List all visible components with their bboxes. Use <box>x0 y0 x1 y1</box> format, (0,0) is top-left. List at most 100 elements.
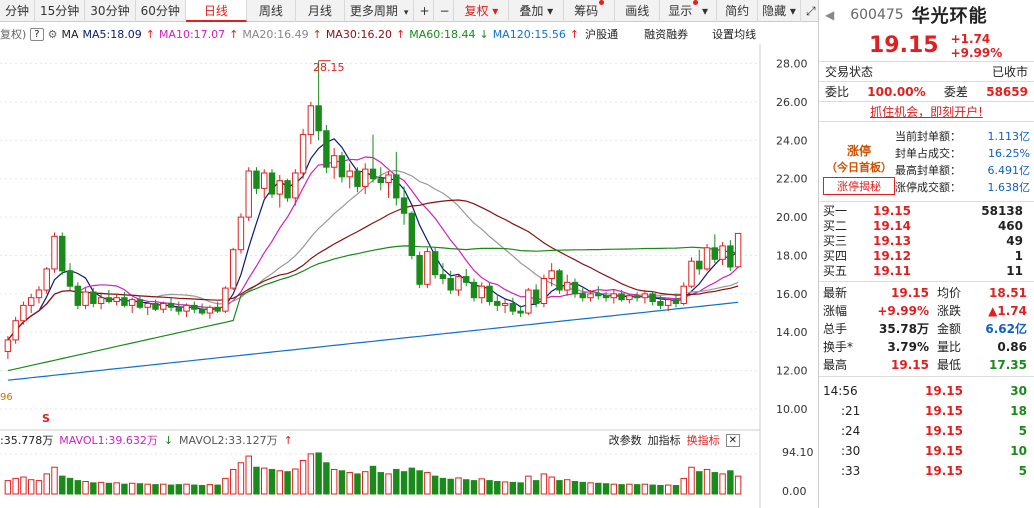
candle-body <box>261 172 268 189</box>
chips-button[interactable]: 筹码 <box>564 0 616 22</box>
candle-body <box>703 247 711 270</box>
volume-bar <box>160 483 167 495</box>
expand-icon[interactable]: ⤢ <box>805 3 816 18</box>
candle-body <box>385 174 392 184</box>
ma-settings-dropdown[interactable]: 设置均线 ▾ <box>712 26 760 42</box>
overlay-dropdown[interactable]: 叠加 ▾ <box>509 0 565 22</box>
zoom-in-button[interactable]: + <box>414 0 435 22</box>
tab-weekly[interactable]: 周线 <box>247 0 296 22</box>
candle-body <box>463 276 470 283</box>
candle-body <box>4 339 12 352</box>
limit-item-value: 16.25% <box>988 147 1030 160</box>
kline-chart[interactable]: 28.00 26.00 24.00 22.00 20.00 18.00 16.00 14.00… <box>0 44 818 508</box>
change-params-button[interactable]: 改参数 <box>608 434 642 447</box>
limit-up-reveal-button[interactable]: 涨停揭秘 <box>823 177 895 195</box>
tab-monthly[interactable]: 月线 <box>296 0 345 22</box>
simple-mode-button[interactable]: 简约 <box>717 0 759 22</box>
candle-body <box>330 155 338 168</box>
tab-daily[interactable]: 日线 <box>185 0 247 22</box>
fuquan-dropdown[interactable]: 复权 ▾ <box>454 0 510 22</box>
tick-list[interactable]: 14:56 19.15 30 :21 19.15 18 :24 19.15 5 :30 19.… <box>819 377 1034 481</box>
prev-stock-icon[interactable]: ◀ <box>825 8 835 22</box>
candle-body <box>51 235 58 270</box>
candle-body <box>222 287 229 312</box>
candle-body <box>74 285 82 306</box>
tab-60min[interactable]: 60分钟 <box>136 0 186 22</box>
candle-body <box>486 285 493 303</box>
gear-icon[interactable]: ⚙ <box>47 27 58 41</box>
stat-label: 涨跌 <box>937 304 962 318</box>
candle-body <box>346 170 353 178</box>
tick-vol: 10 <box>1010 444 1027 458</box>
hgt-link[interactable]: 沪股通 <box>585 28 619 41</box>
tick-time: :21 <box>841 404 861 418</box>
add-indicator-button[interactable]: 加指标 <box>647 434 681 447</box>
candle-body <box>136 299 144 308</box>
tab-15min[interactable]: 15分钟 <box>35 0 86 22</box>
candle-body <box>128 299 136 306</box>
fuquan-tag: 复权) <box>0 28 27 41</box>
candle-body <box>595 293 602 297</box>
volume-bar <box>393 468 400 495</box>
hide-button[interactable]: 隐藏 ▾ <box>758 0 801 22</box>
weicha-label: 委差 <box>943 85 968 99</box>
candle-body <box>175 306 183 312</box>
volume-bar <box>261 467 268 495</box>
volume-bar <box>136 483 144 495</box>
rzrq-link[interactable]: 融资融券 <box>644 28 689 41</box>
buy-row[interactable]: 买五 19.11 11 <box>819 264 1034 279</box>
buy-row[interactable]: 买一 19.15 58138 <box>819 204 1034 219</box>
candle-body <box>276 180 283 195</box>
candle-body <box>548 270 555 280</box>
candle-body <box>416 254 423 285</box>
candle-body <box>478 285 485 299</box>
volume-bar <box>51 466 58 495</box>
volume-bar <box>346 472 353 495</box>
volume-bar <box>711 472 719 495</box>
candle-body <box>470 281 478 299</box>
volume-bar <box>649 484 656 495</box>
volume-bar <box>540 473 548 495</box>
stats-block: 最新 19.15 均价 18.51 涨幅 +9.99% 涨跌 ▲1.74 总手 35.78万金… <box>819 282 1034 377</box>
candle-body <box>292 172 299 199</box>
volume-bar <box>424 472 431 495</box>
ma-label: MA <box>61 27 79 41</box>
volume-tick-label: 0.00 <box>782 485 807 498</box>
candle-body <box>253 170 260 189</box>
volume-bar <box>595 482 602 495</box>
limit-item-label: 涨停成交额： <box>895 181 961 194</box>
volume-bar <box>35 480 43 495</box>
candle-body <box>268 172 276 195</box>
close-icon[interactable]: ✕ <box>725 433 740 447</box>
candle-body <box>27 297 35 306</box>
candle-body <box>229 249 237 289</box>
tab-more-periods[interactable]: 更多周期 ▾ <box>345 0 415 22</box>
candle-body <box>315 105 322 132</box>
zoom-out-button[interactable]: − <box>434 0 455 22</box>
buy-row[interactable]: 买二 19.14 460 <box>819 219 1034 234</box>
price-tick-label: 22.00 <box>776 173 808 186</box>
candle-body <box>455 276 462 291</box>
candle-body <box>532 289 540 304</box>
draw-line-button[interactable]: 画线 <box>615 0 661 22</box>
tab-30min[interactable]: 30分钟 <box>85 0 136 22</box>
limit-item-label: 最高封单额： <box>895 164 961 177</box>
switch-indicator-button[interactable]: 换指标 <box>686 434 720 447</box>
volume-bar <box>416 470 423 495</box>
buy-row[interactable]: 买四 19.12 1 <box>819 249 1034 264</box>
tab-1min[interactable]: 分钟 <box>0 0 36 22</box>
volume-bar <box>82 481 89 495</box>
candle-body <box>323 130 330 168</box>
candle-body <box>183 304 190 312</box>
display-dropdown[interactable]: 显示 ▾ <box>660 0 718 22</box>
help-icon[interactable]: ? <box>30 27 44 41</box>
limit-item-value: 6.491亿 <box>987 164 1031 177</box>
stat-label: 最新 <box>823 286 848 300</box>
candle-body <box>214 306 221 312</box>
candle-body <box>719 245 726 260</box>
candle-body <box>198 308 206 314</box>
limit-up-sub: （今日首板） <box>826 161 892 174</box>
arrow-up-icon: ↑ <box>312 27 322 41</box>
open-account-link[interactable]: 抓住机会，即刻开户! <box>819 102 1034 122</box>
buy-row[interactable]: 买三 19.13 49 <box>819 234 1034 249</box>
